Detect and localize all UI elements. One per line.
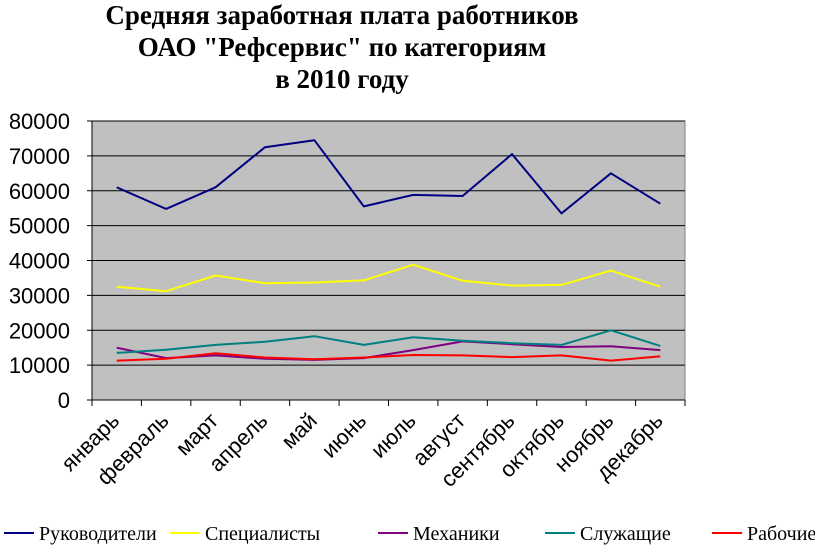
- y-tick-label: 10000: [9, 353, 70, 378]
- title-line-1: Средняя заработная плата работников: [105, 0, 578, 30]
- y-tick-label: 70000: [9, 144, 70, 169]
- series-line: [116, 340, 661, 361]
- y-axis-ticks: 0 10000 20000 30000 40000 50000 60000 70000 8000…: [9, 109, 70, 413]
- y-tick-label: 30000: [9, 283, 70, 308]
- y-tick-label: 80000: [9, 109, 70, 134]
- legend-label: Служащие: [580, 523, 671, 545]
- title-line-3: в 2010 году: [275, 64, 409, 94]
- legend: Руководители Специалисты Механики Служащие Р…: [4, 523, 815, 545]
- series-lines: [116, 139, 661, 362]
- gridlines: [92, 120, 685, 366]
- y-tick-label: 20000: [9, 318, 70, 343]
- series-line: [116, 139, 661, 215]
- y-tick-label: 60000: [9, 179, 70, 204]
- y-tick-label: 40000: [9, 249, 70, 274]
- legend-label: Механики: [413, 523, 500, 545]
- y-tick-label: 50000: [9, 214, 70, 239]
- series-line: [116, 263, 661, 293]
- title-line-2: ОАО "Рефсервис" по категориям: [138, 32, 547, 62]
- legend-label: Рабочие: [747, 523, 815, 545]
- chart-title: Средняя заработная плата работников ОАО …: [105, 0, 578, 94]
- legend-label: Специалисты: [205, 523, 320, 545]
- legend-label: Руководители: [39, 523, 157, 545]
- series-line: [116, 329, 661, 354]
- axes: [87, 120, 686, 406]
- x-tick-label: май: [276, 408, 322, 454]
- series-line: [116, 352, 661, 362]
- x-tick-label: июнь: [317, 408, 372, 463]
- y-tick-label: 0: [58, 388, 70, 413]
